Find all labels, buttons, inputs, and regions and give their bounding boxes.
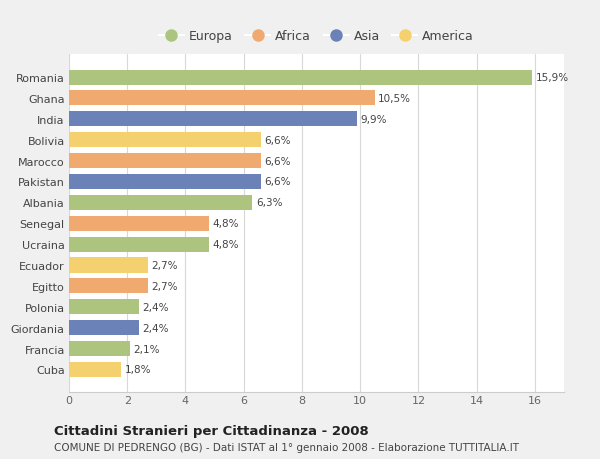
Text: 15,9%: 15,9% [535,73,569,83]
Bar [69,133,261,148]
Text: 6,6%: 6,6% [265,177,291,187]
Legend: Europa, Africa, Asia, America: Europa, Africa, Asia, America [157,28,476,45]
Text: 2,1%: 2,1% [134,344,160,354]
Text: 6,6%: 6,6% [265,135,291,146]
Bar [69,70,532,85]
Bar [69,258,148,273]
Text: 6,3%: 6,3% [256,198,283,208]
Bar [69,362,121,377]
Text: Cittadini Stranieri per Cittadinanza - 2008: Cittadini Stranieri per Cittadinanza - 2… [54,425,369,437]
Bar [69,112,357,127]
Text: 2,4%: 2,4% [142,323,169,333]
Text: 1,8%: 1,8% [125,364,151,375]
Bar [69,216,209,231]
Bar [69,174,261,190]
Bar [69,300,139,314]
Text: 6,6%: 6,6% [265,156,291,166]
Bar [69,91,375,106]
Bar [69,196,253,210]
Text: 2,4%: 2,4% [142,302,169,312]
Bar [69,341,130,356]
Text: 4,8%: 4,8% [212,240,239,250]
Text: 9,9%: 9,9% [361,115,387,124]
Text: COMUNE DI PEDRENGO (BG) - Dati ISTAT al 1° gennaio 2008 - Elaborazione TUTTITALI: COMUNE DI PEDRENGO (BG) - Dati ISTAT al … [54,442,519,452]
Bar [69,279,148,294]
Text: 2,7%: 2,7% [151,281,178,291]
Bar [69,320,139,336]
Text: 2,7%: 2,7% [151,260,178,270]
Bar [69,237,209,252]
Text: 10,5%: 10,5% [378,94,411,104]
Bar [69,154,261,169]
Text: 4,8%: 4,8% [212,219,239,229]
